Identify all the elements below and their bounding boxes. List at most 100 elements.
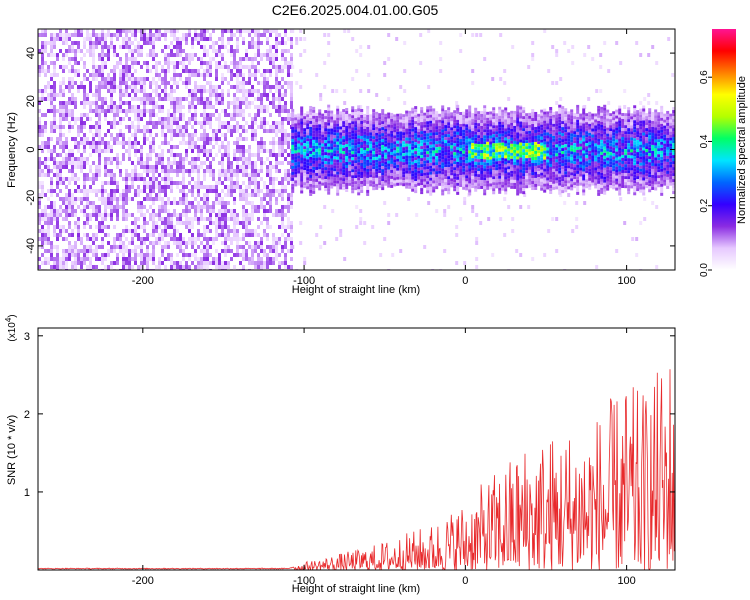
heatmap-cell	[453, 146, 457, 150]
heatmap-cell	[330, 161, 334, 165]
heatmap-cell	[134, 49, 137, 53]
heatmap-cell	[59, 173, 62, 177]
heatmap-cell	[143, 109, 146, 113]
heatmap-cell	[95, 37, 98, 41]
heatmap-cell	[137, 105, 140, 109]
heatmap-cell	[134, 61, 137, 65]
heatmap-cell	[44, 209, 47, 213]
heatmap-cell	[563, 41, 567, 45]
heatmap-cell	[287, 81, 290, 85]
heatmap-cell	[272, 177, 275, 181]
heatmap-cell	[200, 93, 203, 97]
heatmap-cell	[170, 85, 173, 89]
heatmap-cell	[134, 81, 137, 85]
heatmap-cell	[116, 213, 119, 217]
heatmap-cell	[53, 161, 56, 165]
heatmap-cell	[456, 158, 460, 162]
heatmap-cell	[101, 61, 104, 65]
heatmap-cell	[263, 69, 266, 73]
heatmap-cell	[68, 121, 71, 125]
heatmap-cell	[131, 265, 134, 269]
heatmap-cell	[318, 175, 322, 179]
heatmap-cell	[290, 93, 293, 97]
heatmap-cell	[266, 165, 269, 169]
heatmap-cell	[351, 142, 355, 146]
heatmap-cell	[396, 125, 400, 129]
heatmap-cell	[260, 169, 263, 173]
heatmap-cell	[194, 89, 197, 93]
heatmap-cell	[281, 109, 284, 113]
heatmap-cell	[315, 178, 319, 182]
heatmap-cell	[113, 245, 116, 249]
heatmap-cell	[116, 165, 119, 169]
heatmap-cell	[387, 163, 391, 167]
heatmap-cell	[263, 85, 266, 89]
heatmap-cell	[92, 141, 95, 145]
heatmap-cell	[230, 37, 233, 41]
heatmap-cell	[435, 153, 439, 157]
heatmap-cell	[287, 201, 290, 205]
heatmap-cell	[212, 129, 215, 133]
heatmap-cell	[306, 183, 310, 187]
heatmap-cell	[321, 179, 325, 183]
heatmap-cell	[260, 241, 263, 245]
heatmap-cell	[134, 249, 137, 253]
heatmap-cell	[327, 167, 331, 171]
heatmap-cell	[218, 253, 221, 257]
heatmap-cell	[390, 184, 394, 188]
heatmap-cell	[342, 136, 346, 140]
heatmap-cell	[269, 69, 272, 73]
heatmap-cell	[98, 65, 101, 69]
heatmap-cell	[450, 139, 454, 143]
heatmap-cell	[86, 257, 89, 261]
heatmap-cell	[176, 101, 179, 105]
heatmap-cell	[348, 128, 352, 132]
heatmap-cell	[435, 141, 439, 145]
heatmap-cell	[363, 152, 367, 156]
heatmap-cell	[131, 65, 134, 69]
heatmap-cell	[92, 205, 95, 209]
heatmap-cell	[294, 144, 298, 148]
heatmap-cell	[89, 265, 92, 269]
heatmap-cell	[387, 178, 391, 182]
heatmap-cell	[351, 172, 355, 176]
heatmap-cell	[384, 140, 388, 144]
heatmap-cell	[381, 184, 385, 188]
heatmap-cell	[155, 93, 158, 97]
heatmap-cell	[435, 123, 439, 127]
heatmap-cell	[221, 65, 224, 69]
heatmap-cell	[345, 176, 349, 180]
heatmap-cell	[300, 109, 304, 113]
heatmap-cell	[59, 117, 62, 121]
heatmap-cell	[191, 57, 194, 61]
heatmap-cell	[83, 61, 86, 65]
heatmap-cell	[348, 158, 352, 162]
heatmap-cell	[38, 237, 41, 241]
heatmap-cell	[245, 157, 248, 161]
heatmap-cell	[507, 205, 511, 209]
heatmap-cell	[203, 229, 206, 233]
heatmap-cell	[396, 164, 400, 168]
heatmap-cell	[134, 89, 137, 93]
heatmap-cell	[59, 105, 62, 109]
heatmap-cell	[275, 121, 278, 125]
heatmap-cell	[236, 113, 239, 117]
heatmap-cell	[53, 261, 56, 265]
heatmap-cell	[206, 157, 209, 161]
heatmap-cell	[471, 69, 475, 73]
heatmap-cell	[363, 146, 367, 150]
heatmap-cell	[354, 175, 358, 179]
heatmap-cell	[462, 135, 466, 139]
heatmap-cell	[158, 33, 161, 37]
heatmap-cell	[140, 225, 143, 229]
heatmap-cell	[125, 181, 128, 185]
heatmap-cell	[414, 160, 418, 164]
heatmap-cell	[89, 257, 92, 261]
heatmap-cell	[155, 85, 158, 89]
heatmap-cell	[98, 209, 101, 213]
heatmap-cell	[339, 114, 343, 118]
heatmap-cell	[167, 45, 170, 49]
heatmap-cell	[354, 148, 358, 152]
heatmap-cell	[278, 141, 281, 145]
heatmap-cell	[456, 143, 460, 147]
